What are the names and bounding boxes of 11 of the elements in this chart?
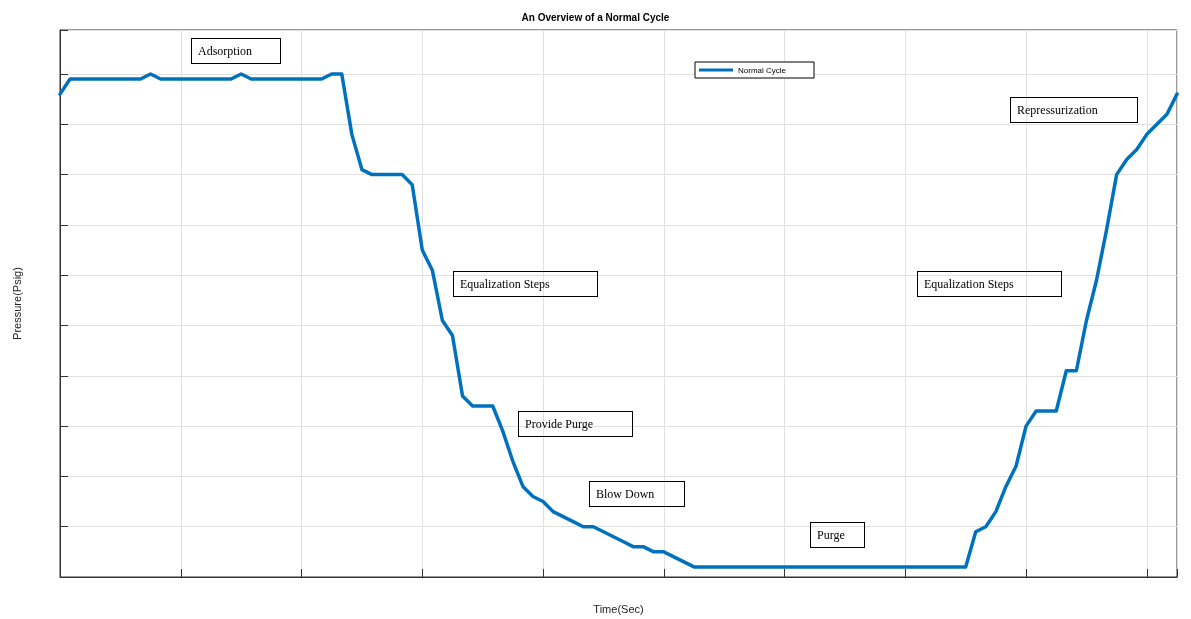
- annotation: Repressurization: [1010, 97, 1138, 123]
- annotation: Equalization Steps: [453, 271, 598, 297]
- annotation: Provide Purge: [518, 411, 633, 437]
- annotation: Purge: [810, 522, 865, 548]
- x-axis-title: Time(Sec): [593, 602, 644, 615]
- chart-title: An Overview of a Normal Cycle: [521, 11, 670, 23]
- y-axis-title: Pressure(Psig): [10, 267, 23, 340]
- annotation: Equalization Steps: [917, 271, 1062, 297]
- annotation: Blow Down: [589, 481, 685, 507]
- text: Adsorption: [191, 38, 281, 64]
- legend-label: Normal Cycle: [738, 65, 787, 75]
